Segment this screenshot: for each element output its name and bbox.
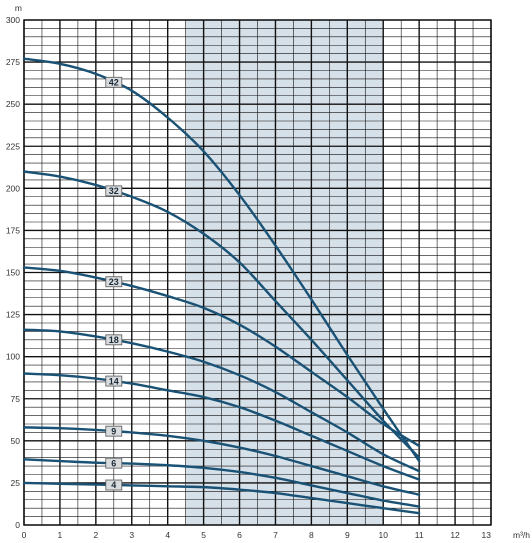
x-tick-label: 10	[378, 530, 388, 540]
curve-label: 32	[109, 186, 119, 196]
y-tick-label: 50	[11, 436, 21, 446]
x-tick-label: 4	[165, 530, 170, 540]
curve-label-box	[105, 479, 123, 491]
curve-labels: 42 32 23 18 14 9 6 4	[105, 76, 123, 491]
curve-9	[22, 426, 421, 496]
x-tick-label: 13	[482, 530, 492, 540]
x-tick-label: 2	[93, 530, 98, 540]
curve-14	[22, 372, 421, 481]
y-tick-label: 0	[15, 520, 20, 530]
x-tick-label: 9	[345, 530, 350, 540]
y-tick-label: 75	[11, 394, 21, 404]
y-tick-label: 175	[6, 225, 20, 235]
curve-label-box	[105, 76, 123, 88]
curve-32	[22, 170, 421, 459]
curve-label: 6	[111, 458, 116, 468]
curve-label: 14	[109, 376, 119, 386]
y-tick-label: 125	[6, 310, 20, 320]
y-tick-label: 200	[6, 183, 20, 193]
x-tick-label: 0	[22, 530, 27, 540]
x-tick-label: 3	[129, 530, 134, 540]
curve-23	[22, 266, 421, 448]
curve-label: 18	[109, 335, 119, 345]
x-tick-label: 8	[309, 530, 314, 540]
curve-label-box	[105, 276, 123, 288]
curve-label: 9	[111, 426, 116, 436]
x-tick-label: 11	[415, 530, 424, 540]
curve-18	[22, 328, 421, 473]
y-tick-label: 100	[6, 352, 20, 362]
x-tick-label: 12	[450, 530, 460, 540]
y-tick-label: 25	[11, 478, 21, 488]
y-tick-label: 300	[6, 15, 20, 25]
curve-6	[22, 458, 421, 508]
curve-label-box	[105, 375, 123, 387]
curve-label-box	[105, 185, 123, 197]
curve-label-box	[105, 425, 123, 437]
x-axis-label: m³/h	[513, 530, 530, 540]
y-tick-label: 275	[6, 57, 20, 67]
y-axis-label: m	[15, 3, 22, 13]
y-axis-ticks: 0 25 50 75 100 125 150 175 200 225 250 275 300	[6, 15, 20, 530]
curve-label-box	[105, 334, 123, 346]
curve-label: 23	[109, 277, 119, 287]
y-tick-label: 225	[6, 141, 20, 151]
curve-label: 4	[111, 480, 116, 490]
curve-label-box	[105, 457, 123, 469]
curve-label: 42	[109, 77, 119, 87]
x-tick-label: 5	[201, 530, 206, 540]
x-tick-label: 7	[273, 530, 278, 540]
x-axis-ticks: 0 1 2 3 4 5 6 7 8 9 10 11 12 13	[22, 530, 492, 540]
y-tick-label: 150	[6, 268, 20, 278]
plot-frame	[23, 19, 492, 526]
curve-4	[22, 481, 421, 515]
x-tick-label: 6	[237, 530, 242, 540]
y-tick-label: 250	[6, 99, 20, 109]
pump-curves	[22, 57, 421, 515]
curve-42	[22, 57, 421, 463]
x-tick-label: 1	[58, 530, 63, 540]
